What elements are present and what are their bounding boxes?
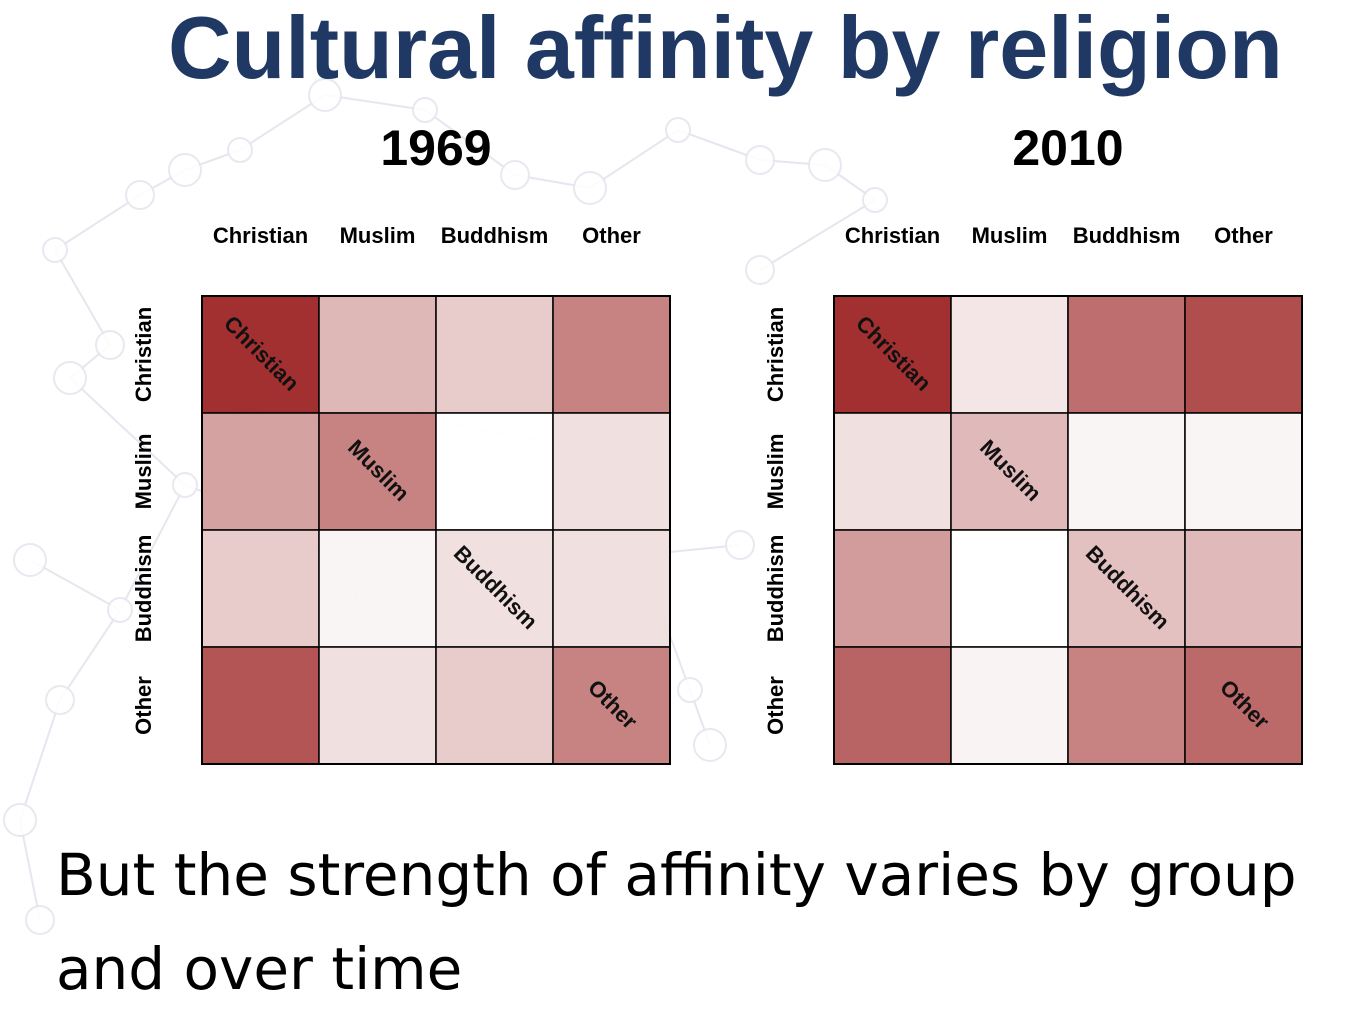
heatmap-cell: [833, 529, 952, 648]
heatmap-cell: [833, 295, 952, 414]
network-node: [42, 237, 68, 263]
heatmap-cell: [1184, 646, 1303, 765]
network-node: [53, 361, 87, 395]
caption-line-1: But the strength of affinity varies by g…: [56, 841, 1297, 909]
network-edge: [759, 199, 876, 271]
network-node: [573, 171, 607, 205]
column-label: Christian: [845, 223, 940, 248]
network-node: [45, 685, 75, 715]
heatmap-border: [201, 295, 671, 765]
heatmap-cell: [201, 529, 320, 648]
network-node: [745, 145, 775, 175]
row-label: Muslim: [763, 434, 788, 510]
heatmap-cell: [1184, 529, 1303, 648]
network-node: [172, 472, 198, 498]
network-edge: [589, 129, 679, 189]
heatmap-cell: [833, 412, 952, 531]
row-label: Christian: [131, 307, 156, 402]
network-node: [95, 330, 125, 360]
heatmap-cell: [950, 529, 1069, 648]
heatmap-cell: [950, 295, 1069, 414]
network-node: [308, 78, 342, 112]
heatmap-cell: [435, 529, 554, 648]
column-label: Muslim: [972, 223, 1048, 248]
network-node: [412, 97, 438, 123]
network-node: [808, 148, 842, 182]
network-edge: [424, 109, 516, 176]
heatmap-cell: [435, 295, 554, 414]
network-node: [665, 117, 691, 143]
column-label: Christian: [213, 223, 308, 248]
network-node: [25, 905, 55, 935]
network-node: [227, 137, 253, 163]
heatmap-cell: [950, 646, 1069, 765]
heatmap-cell: [552, 529, 671, 648]
network-edge: [19, 699, 61, 821]
heatmap-cell: [1067, 412, 1186, 531]
heatmap-cell: [552, 646, 671, 765]
heatmap-cell: [318, 529, 437, 648]
row-label: Buddhism: [763, 535, 788, 643]
network-node: [862, 187, 888, 213]
heatmap-cell: [318, 646, 437, 765]
network-node: [725, 530, 755, 560]
panel-title-1969: 1969: [380, 120, 492, 176]
heatmap-cell: [552, 412, 671, 531]
panel-title-2010: 2010: [1012, 120, 1124, 176]
network-edge: [69, 377, 186, 486]
heatmap-cell: [201, 412, 320, 531]
column-label: Muslim: [340, 223, 416, 248]
row-label: Other: [763, 676, 788, 735]
network-edge: [54, 194, 141, 251]
network-edge: [119, 484, 186, 611]
column-label: Other: [582, 223, 641, 248]
network-edge: [59, 609, 121, 701]
heatmap-cell: [1067, 646, 1186, 765]
heatmap-cell: [833, 646, 952, 765]
row-label: Muslim: [131, 434, 156, 510]
heatmap-cell: [1184, 412, 1303, 531]
column-label: Other: [1214, 223, 1273, 248]
network-node: [500, 160, 530, 190]
heatmap-cell: [1067, 295, 1186, 414]
network-node: [125, 180, 155, 210]
column-label: Buddhism: [441, 223, 549, 248]
network-node: [168, 153, 202, 187]
network-edge: [54, 249, 111, 346]
heatmap-border: [833, 295, 1303, 765]
heatmap-1969: Christian Muslim Buddhism Other Christian Mus…: [131, 223, 671, 765]
heatmap-2010: Christian Muslim Buddhism Other Christian Mus…: [763, 223, 1303, 765]
heatmap-cell: [318, 295, 437, 414]
network-node: [3, 803, 37, 837]
heatmap-cell: [1067, 529, 1186, 648]
network-node: [13, 543, 47, 577]
caption-line-2: and over time: [56, 935, 463, 1003]
row-label: Buddhism: [131, 535, 156, 643]
heatmap-cell: [552, 295, 671, 414]
slide-title: Cultural affinity by religion: [168, 0, 1283, 97]
network-node: [107, 597, 133, 623]
heatmap-cell: [1184, 295, 1303, 414]
row-label: Christian: [763, 307, 788, 402]
heatmap-cell: [201, 646, 320, 765]
heatmap-cell: [435, 412, 554, 531]
heatmap-cell: [318, 412, 437, 531]
heatmap-cell: [435, 646, 554, 765]
network-edge: [29, 559, 121, 611]
slide-caption: But the strength of affinity varies by g…: [56, 828, 1346, 1016]
column-label: Buddhism: [1073, 223, 1181, 248]
network-node: [693, 728, 727, 762]
network-node: [745, 255, 775, 285]
row-label: Other: [131, 676, 156, 735]
network-node: [677, 677, 703, 703]
